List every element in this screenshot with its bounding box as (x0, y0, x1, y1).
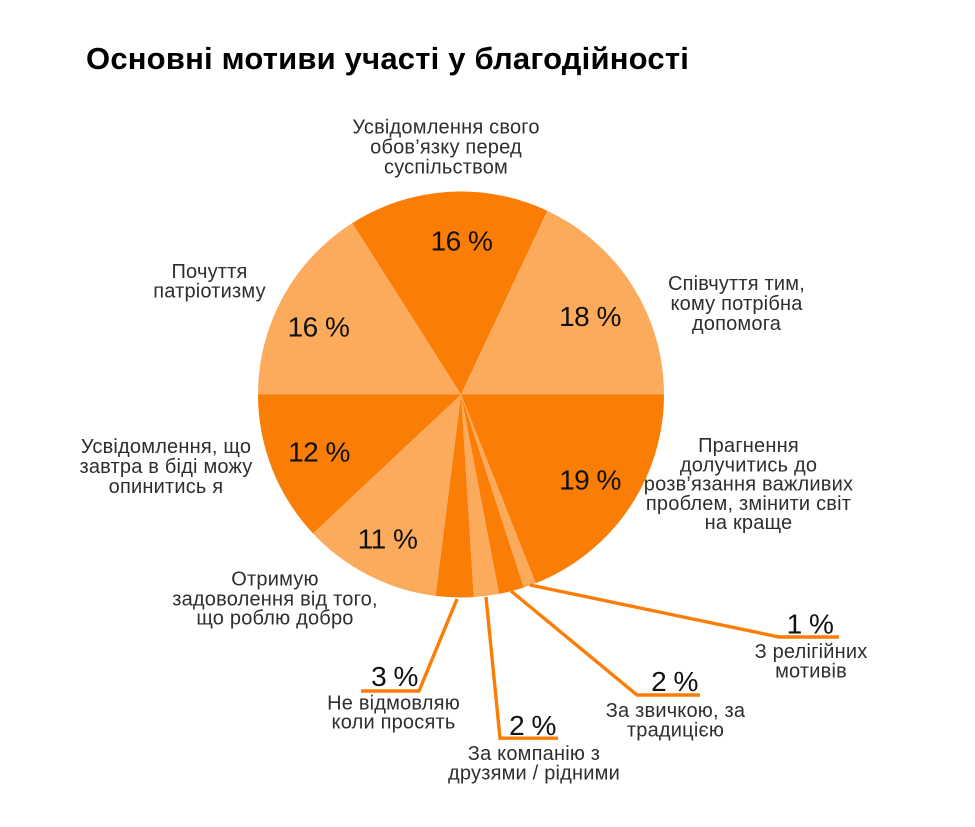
svg-text:16 %: 16 % (431, 226, 493, 257)
svg-text:Не відмовляю: Не відмовляю (327, 692, 460, 714)
svg-text:З релігійних: З релігійних (755, 641, 868, 663)
svg-text:задоволення від того,: задоволення від того, (172, 589, 378, 611)
svg-text:Почуття: Почуття (171, 261, 247, 283)
svg-text:опинитись я: опинитись я (109, 476, 224, 498)
svg-text:долучитись до: долучитись до (680, 454, 817, 476)
svg-text:11 %: 11 % (358, 524, 418, 555)
svg-text:1 %: 1 % (787, 609, 834, 640)
svg-text:кому потрібна: кому потрібна (670, 293, 803, 315)
svg-text:коли просять: коли просять (332, 712, 456, 734)
svg-text:мотивів: мотивів (775, 660, 847, 682)
svg-text:Отримую: Отримую (231, 569, 318, 591)
svg-text:12 %: 12 % (288, 437, 350, 468)
svg-text:суспільством: суспільством (384, 157, 508, 179)
svg-text:допомога: допомога (692, 313, 782, 335)
svg-text:Прагнення: Прагнення (698, 435, 799, 457)
svg-text:обов’язку перед: обов’язку перед (370, 137, 522, 159)
svg-text:За компанію з: За компанію з (468, 743, 600, 765)
svg-text:на краще: на краще (705, 512, 793, 534)
svg-text:Основні мотиви участі у благод: Основні мотиви участі у благодійності (86, 41, 689, 76)
svg-text:16 %: 16 % (288, 311, 350, 342)
svg-text:завтра в біді можу: завтра в біді можу (79, 456, 252, 478)
svg-text:Усвідомлення, що: Усвідомлення, що (81, 436, 251, 458)
svg-text:традицією: традицією (627, 719, 724, 741)
svg-text:3 %: 3 % (371, 661, 418, 692)
svg-text:друзями / рідними: друзями / рідними (448, 763, 620, 785)
svg-text:проблем, змінити світ: проблем, змінити світ (646, 493, 851, 515)
svg-text:патріотизму: патріотизму (153, 281, 266, 303)
svg-text:19 %: 19 % (559, 465, 621, 496)
svg-text:2 %: 2 % (651, 666, 698, 697)
svg-text:розв’язання важливих: розв’язання важливих (644, 474, 853, 496)
svg-text:Співчуття тим,: Співчуття тим, (668, 273, 805, 295)
svg-text:Усвідомлення свого: Усвідомлення свого (352, 117, 539, 139)
svg-text:18 %: 18 % (559, 301, 621, 332)
svg-text:2 %: 2 % (509, 710, 556, 741)
svg-text:За звичкою, за: За звичкою, за (606, 700, 746, 722)
svg-text:що роблю добро: що роблю добро (196, 608, 353, 630)
